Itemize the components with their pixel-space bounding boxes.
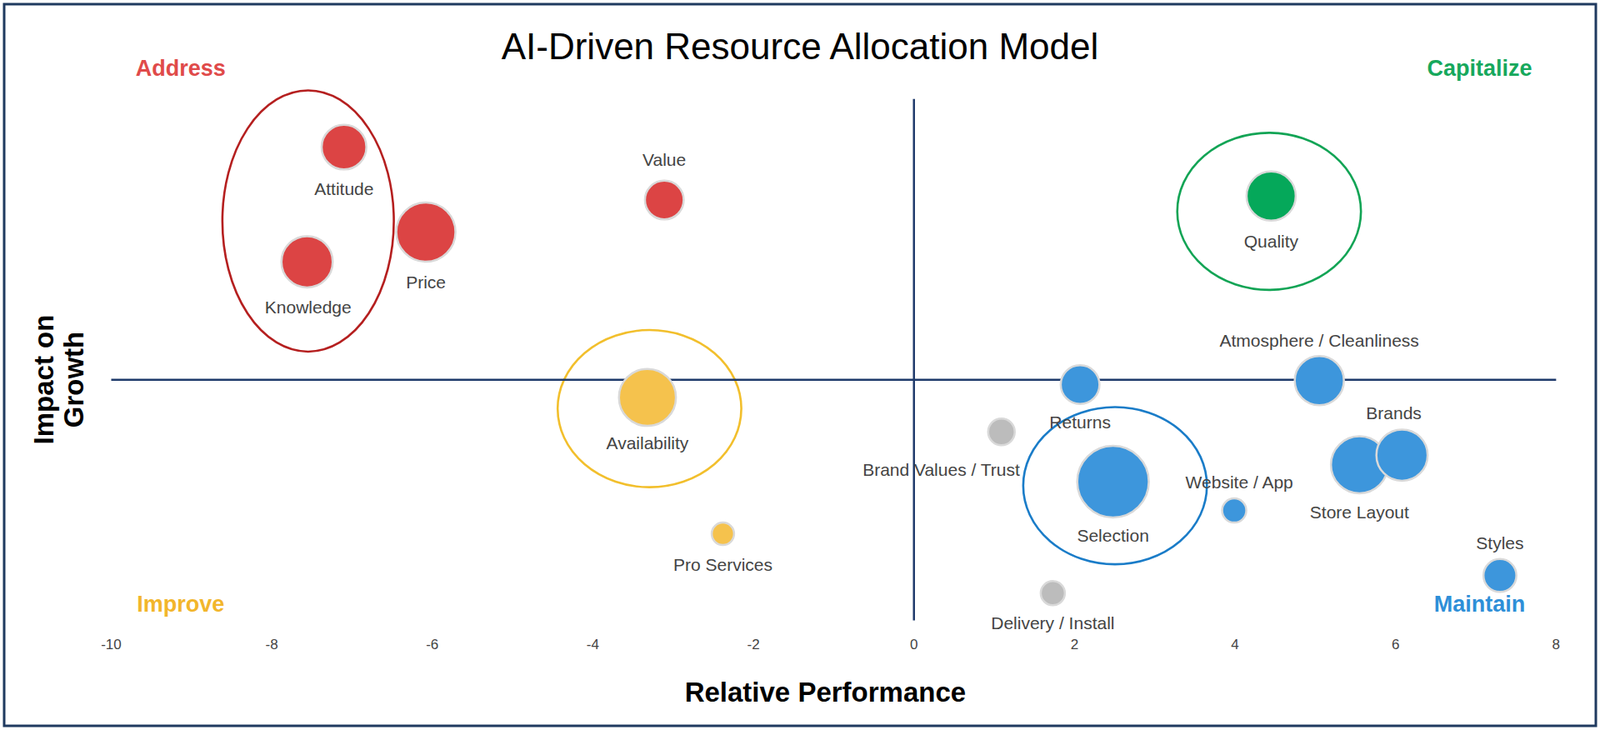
point-label: Styles: [1475, 533, 1524, 553]
point-label: Website / App: [1185, 472, 1294, 492]
bubble: [1246, 171, 1296, 221]
x-tick-label: 6: [1391, 636, 1400, 653]
quadrant-label: Capitalize: [1426, 55, 1532, 81]
x-tick-label: -4: [586, 636, 600, 653]
bubble: [1060, 365, 1100, 404]
point-label: Quality: [1244, 231, 1300, 251]
bubble: [619, 369, 676, 426]
bubble: [1040, 580, 1065, 605]
highlight-ring: [557, 330, 741, 488]
point-label: Availability: [606, 433, 690, 453]
point-label: Attitude: [314, 179, 374, 199]
bubble: [321, 125, 367, 170]
x-tick-label: -8: [265, 636, 279, 653]
bubble: [1077, 445, 1150, 518]
bubble: [988, 418, 1015, 445]
bubble: [1295, 355, 1345, 405]
point-label: Value: [642, 150, 686, 170]
bubble: [396, 202, 456, 262]
quadrant-label: Address: [135, 55, 226, 81]
y-axis-label: Impact onGrowth: [28, 315, 90, 445]
highlight-ring: [222, 90, 395, 351]
x-axis-label: Relative Performance: [685, 676, 967, 708]
chart: AI-Driven Resource Allocation Model Addre…: [0, 0, 1600, 730]
x-tick-label: -6: [425, 636, 439, 653]
quadrant-line: [912, 99, 915, 621]
bubble: [1222, 498, 1247, 523]
highlight-ring: [1177, 132, 1361, 290]
point-label: Returns: [1049, 412, 1111, 432]
bubbles: [281, 125, 1517, 606]
quadrant-label: Maintain: [1434, 591, 1526, 617]
point-label: Store Layout: [1310, 502, 1410, 522]
x-tick-label: -10: [100, 636, 122, 653]
bubble: [645, 180, 684, 220]
quadrant-label: Improve: [136, 591, 225, 617]
x-tick-label: -2: [747, 636, 760, 653]
highlight-ring: [1023, 407, 1207, 565]
x-tick-label: 2: [1070, 636, 1079, 653]
bubble: [1483, 559, 1516, 592]
point-label: Delivery / Install: [990, 613, 1115, 633]
point-label: Price: [405, 272, 446, 292]
point-label: Selection: [1076, 525, 1149, 545]
point-label: Atmosphere / Cleanliness: [1220, 330, 1420, 350]
bubble: [1376, 429, 1428, 480]
point-label: Brands: [1365, 403, 1422, 423]
bubble: [711, 522, 735, 545]
x-tick-label: 8: [1552, 636, 1560, 653]
bubble: [281, 235, 333, 287]
point-label: Pro Services: [673, 555, 773, 575]
x-tick-label: 4: [1230, 636, 1239, 653]
point-label: Knowledge: [265, 297, 352, 317]
frame: [4, 4, 1596, 726]
point-label: Brand Values / Trust: [862, 460, 1020, 480]
title: AI-Driven Resource Allocation Model: [501, 25, 1100, 67]
x-tick-label: 0: [910, 636, 918, 653]
